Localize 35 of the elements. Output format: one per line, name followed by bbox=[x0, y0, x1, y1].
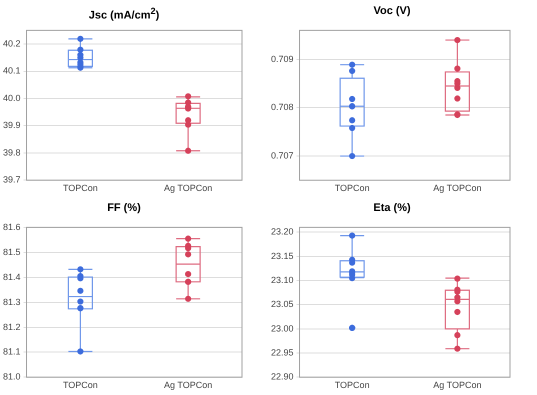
y-tick-label: 81.1 bbox=[2, 346, 21, 357]
y-tick-label: 81.6 bbox=[2, 222, 21, 232]
x-tick-label: TOPCon bbox=[62, 380, 98, 390]
chart-title: Eta (%) bbox=[372, 201, 412, 216]
y-tick-label: 23.00 bbox=[270, 323, 294, 334]
y-tick-label: 39.8 bbox=[2, 147, 21, 158]
y-tick-label: 0.708 bbox=[270, 102, 294, 112]
y-tick-label: 40.0 bbox=[2, 92, 21, 103]
chart-title: FF (%) bbox=[106, 201, 142, 216]
y-tick-label: 23.15 bbox=[270, 250, 294, 261]
y-tick-label: 81.4 bbox=[2, 272, 21, 282]
y-tick-label: 81.3 bbox=[2, 296, 21, 307]
x-tick-label: TOPCon bbox=[334, 380, 370, 390]
y-tick-label: 0.707 bbox=[270, 150, 294, 161]
y-tick-label: 0.709 bbox=[270, 54, 294, 64]
y-tick-label: 22.90 bbox=[270, 372, 294, 382]
y-tick-label: 81.2 bbox=[2, 322, 21, 332]
y-tick-label: 81.5 bbox=[2, 246, 21, 257]
x-tick-label: Ag TOPCon bbox=[433, 380, 482, 390]
chart-title: Voc (V) bbox=[372, 4, 412, 19]
y-tick-label: 39.7 bbox=[2, 174, 21, 185]
y-tick-label: 22.95 bbox=[270, 348, 294, 358]
chart-title: Jsc (mA/cm$^{2}$) bbox=[88, 5, 160, 22]
y-tick-label: 23.20 bbox=[270, 226, 294, 237]
x-tick-label: TOPCon bbox=[62, 183, 98, 194]
y-tick-label: 40.1 bbox=[2, 66, 21, 76]
y-tick-label: 39.9 bbox=[2, 120, 21, 130]
x-tick-label: TOPCon bbox=[334, 183, 370, 194]
y-tick-label: 81.0 bbox=[2, 372, 21, 382]
x-tick-label: Ag TOPCon bbox=[164, 380, 212, 390]
y-tick-label: 40.2 bbox=[2, 38, 21, 49]
x-tick-label: Ag TOPCon bbox=[433, 183, 482, 194]
y-tick-label: 23.10 bbox=[270, 275, 294, 286]
y-tick-label: 23.05 bbox=[270, 299, 294, 310]
x-tick-label: Ag TOPCon bbox=[164, 183, 212, 194]
